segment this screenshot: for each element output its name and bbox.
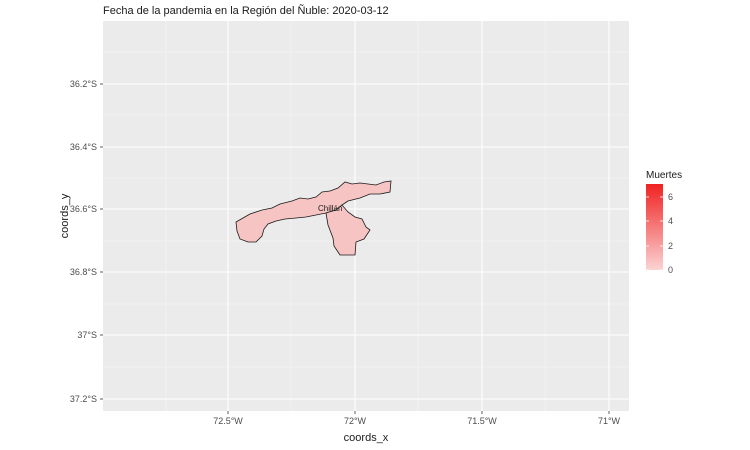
legend-label: 6 (668, 192, 673, 202)
y-tick-label: 37.2°S (70, 394, 97, 404)
y-tick-label: 36.2°S (70, 79, 97, 89)
region-south (325, 204, 371, 256)
y-tick-label: 37°S (77, 330, 97, 340)
x-tick-label: 71°W (598, 416, 621, 426)
y-tick-label: 36.8°S (70, 267, 97, 277)
x-tick-label: 72.5°W (213, 416, 243, 426)
legend-label: 2 (668, 241, 673, 251)
minor-grid (103, 21, 629, 411)
region-shapes (235, 180, 392, 256)
legend-label: 0 (668, 265, 673, 275)
legend-colorbar (646, 184, 663, 270)
legend-ticks (646, 196, 663, 271)
x-axis-title: coords_x (344, 432, 389, 444)
x-tick-label: 72°W (344, 416, 367, 426)
y-tick-label: 36.4°S (70, 142, 97, 152)
map-title: Fecha de la pandemia en la Región del Ñu… (103, 4, 389, 17)
y-axis-title: coords_y (59, 193, 71, 238)
x-tick-label: 71.5°W (467, 416, 497, 426)
region-west (235, 180, 392, 243)
plot-panel (103, 21, 629, 411)
major-grid (103, 21, 629, 411)
legend-title: Muertes (646, 170, 682, 181)
y-tick-label: 36.6°S (70, 204, 97, 214)
legend-label: 4 (668, 216, 673, 226)
x-tick-marks (227, 411, 610, 414)
y-tick-marks (100, 83, 103, 400)
place-label-chillan: Chillán (318, 204, 342, 213)
